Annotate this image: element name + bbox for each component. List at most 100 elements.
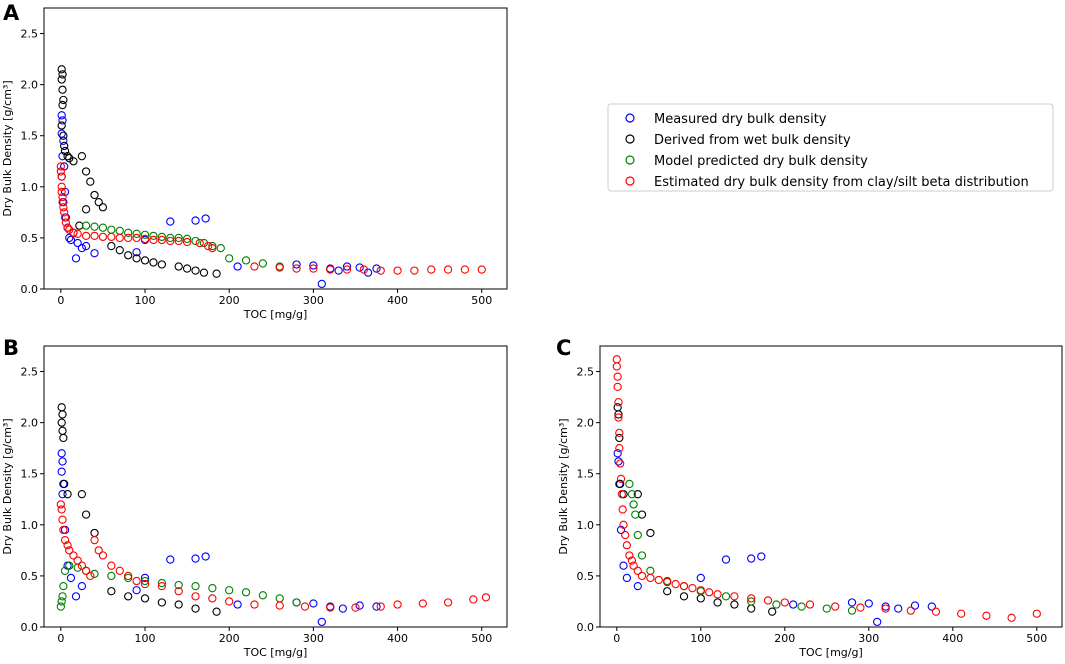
panel-b-data-point <box>60 566 70 575</box>
panel-b-x-tick-label: 400 <box>387 632 408 645</box>
panel-b-data-point <box>481 593 491 602</box>
panel-a-y-tick-label: 1.0 <box>21 181 39 194</box>
panel-a-data-point <box>157 235 167 245</box>
panel-c-data-point <box>646 573 655 583</box>
panel-a-data-point <box>393 266 402 275</box>
panel-a-data-point <box>166 217 175 226</box>
panel-b-data-point <box>66 573 76 583</box>
panel-c-data-point <box>613 372 622 381</box>
panel-b-data-point <box>191 581 200 591</box>
panel-a-data-point <box>90 222 99 231</box>
panel-a-data-point <box>233 262 242 271</box>
panel-c-data-point <box>654 575 663 585</box>
panel-b-data-point <box>60 535 70 545</box>
panel-b-data-point <box>300 602 310 611</box>
panel-a-data-point <box>342 262 352 271</box>
panel-b-data-point <box>250 600 259 609</box>
panel-b-series-3 <box>56 500 491 612</box>
panel-a-data-point <box>195 238 204 248</box>
panel-c-x-tick-label: 200 <box>774 632 795 645</box>
panel-a-data-point <box>427 265 436 274</box>
panel-b-y-tick-label: 1.0 <box>21 519 39 532</box>
panel-c-y-tick-label: 1.0 <box>577 519 595 532</box>
panel-c-data-point <box>619 520 628 529</box>
panel-c-data-point <box>631 510 640 519</box>
panel-c-data-point <box>763 596 773 605</box>
panel-c-data-point <box>927 602 936 611</box>
panel-b-data-point <box>275 601 284 610</box>
panel-c-data-point <box>847 598 857 607</box>
panel-c-data-point <box>789 600 798 609</box>
panel-b-data-point <box>258 591 268 600</box>
panel-a-data-point <box>57 187 66 197</box>
panel-c-data-point <box>629 561 638 570</box>
panel-c-data-point <box>619 561 628 570</box>
panel-c-data-point <box>633 566 642 575</box>
panel-b-data-point <box>90 528 99 538</box>
panel-b-data-point <box>90 569 99 579</box>
panel-b-data-point <box>94 546 103 555</box>
panel-a-data-point <box>157 232 167 242</box>
panel-c-data-point <box>747 554 756 563</box>
panel-c-data-point <box>627 490 637 499</box>
panel-c-data-point <box>696 573 705 583</box>
panel-c-data-point <box>614 398 623 407</box>
panel-a-data-point <box>58 70 67 79</box>
panel-a-x-tick-label: 500 <box>471 294 492 307</box>
panel-a-data-point <box>372 264 381 273</box>
panel-b-data-point <box>351 603 360 612</box>
panel-a-data-point <box>149 235 158 245</box>
panel-a-data-point <box>107 232 116 242</box>
panel-b-data-point <box>107 561 116 570</box>
panel-b-data-point <box>140 573 150 583</box>
panel-c-x-tick-label: 400 <box>942 632 963 645</box>
panel-a-y-tick-label: 0.5 <box>21 232 39 245</box>
panel-b-data-point <box>59 525 68 535</box>
panel-c-data-point <box>646 528 655 538</box>
panel-a-data-point <box>201 214 210 223</box>
panel-a-data-point <box>342 265 352 274</box>
panel-a-data-point <box>57 111 66 120</box>
panel-c-data-point <box>616 459 625 468</box>
panel-a-data-point <box>132 254 141 263</box>
panel-c-data-point <box>615 444 624 453</box>
panel-a-data-point <box>275 263 284 272</box>
panel-b-x-tick-label: 100 <box>135 632 156 645</box>
panel-b-data-point <box>59 433 68 443</box>
panel-c-data-point <box>633 581 642 591</box>
panel-b-data-point <box>174 600 183 609</box>
panel-a-data-point <box>149 258 158 267</box>
panel-a-data-point <box>81 241 91 251</box>
panel-c-data-point <box>625 551 634 560</box>
panel-a-data-point <box>58 116 67 125</box>
panel-c-data-point <box>614 457 623 466</box>
panel-a-data-point <box>58 192 67 202</box>
panel-b-data-point <box>241 588 251 597</box>
panel-b-data-point <box>157 598 167 607</box>
panel-c-data-point <box>619 490 628 499</box>
panel-a-x-tick-label: 400 <box>387 294 408 307</box>
panel-a-data-point <box>258 259 268 268</box>
panel-a-data-point <box>57 129 66 138</box>
panel-b-x-tick-label: 0 <box>57 632 64 645</box>
panel-b-data-point <box>77 561 87 570</box>
panel-c-data-point <box>679 592 689 601</box>
panel-b-data-point <box>124 571 133 581</box>
panel-a-data-point <box>57 75 66 84</box>
panel-b-data-point <box>212 607 221 616</box>
panel-b-data-point <box>191 604 200 613</box>
panel-b-data-point <box>140 579 150 589</box>
panel-b-data-point <box>57 467 66 476</box>
panel-a-data-point <box>191 266 200 275</box>
panel-b-series-1 <box>57 403 221 616</box>
panel-b-data-point <box>58 515 67 524</box>
panel-a-data-point <box>59 131 68 140</box>
panel-b-y-tick-label: 2.0 <box>21 417 39 430</box>
panel-b-data-point <box>73 563 82 572</box>
panel-b-data-point <box>317 617 326 627</box>
panel-b-data-point <box>57 418 66 427</box>
panel-a-data-point <box>166 236 175 246</box>
panel-b-data-point <box>56 602 65 611</box>
panel-a-data-point <box>81 231 91 241</box>
panel-a-data-point <box>477 265 486 274</box>
